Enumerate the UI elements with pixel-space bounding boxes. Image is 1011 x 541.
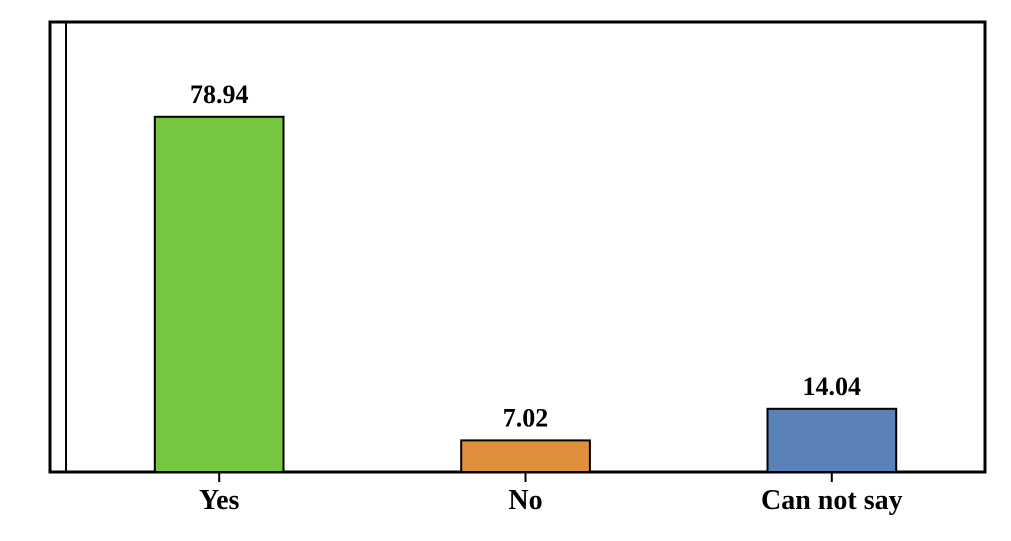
category-label-2: Can not say: [761, 485, 903, 516]
bar-2: [768, 409, 897, 472]
value-label-1: 7.02: [503, 403, 549, 432]
bar-1: [461, 440, 590, 472]
value-label-0: 78.94: [190, 80, 249, 109]
value-labels: 78.94 7.02 14.04: [190, 80, 861, 433]
bar-chart: 78.94 7.02 14.04 Yes No Can not say: [10, 8, 1001, 533]
category-labels: Yes No Can not say: [199, 485, 903, 516]
category-label-1: No: [508, 485, 542, 516]
value-label-2: 14.04: [803, 372, 862, 401]
bar-0: [155, 117, 284, 472]
category-label-0: Yes: [199, 485, 240, 516]
